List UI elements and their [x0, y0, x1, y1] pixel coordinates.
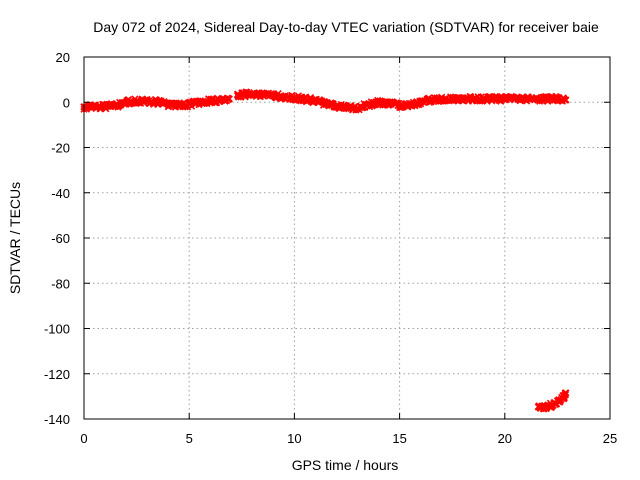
x-tick-label: 5	[186, 431, 193, 446]
y-tick-label: -120	[44, 367, 70, 382]
x-tick-label: 15	[392, 431, 406, 446]
data-point	[224, 95, 232, 104]
y-tick-label: -60	[51, 231, 70, 246]
sdtvar-data-points	[80, 88, 570, 413]
axis-ticks	[83, 56, 611, 420]
y-tick-label: -20	[51, 141, 70, 156]
y-tick-label: -80	[51, 276, 70, 291]
y-tick-label: 0	[63, 95, 70, 110]
x-tick-label: 10	[287, 431, 301, 446]
data-point	[561, 391, 570, 399]
chart-title: Day 072 of 2024, Sidereal Day-to-day VTE…	[93, 19, 599, 35]
x-tick-label: 20	[498, 431, 512, 446]
x-axis-title: GPS time / hours	[292, 457, 399, 473]
y-tick-label: 20	[56, 50, 70, 65]
data-point	[561, 96, 569, 104]
y-tick-label: -100	[44, 322, 70, 337]
x-tick-label: 0	[80, 431, 87, 446]
x-tick-label: 25	[603, 431, 617, 446]
tick-labels: 20 0 -20 -40 -60 -80 -100 -120 -140 0 5 10 15 20 25	[44, 50, 617, 446]
y-axis-title: SDTVAR / TECUs	[7, 182, 23, 294]
grid-lines	[84, 57, 610, 419]
y-tick-label: -140	[44, 412, 70, 427]
data-point	[561, 389, 569, 397]
y-tick-label: -40	[51, 186, 70, 201]
